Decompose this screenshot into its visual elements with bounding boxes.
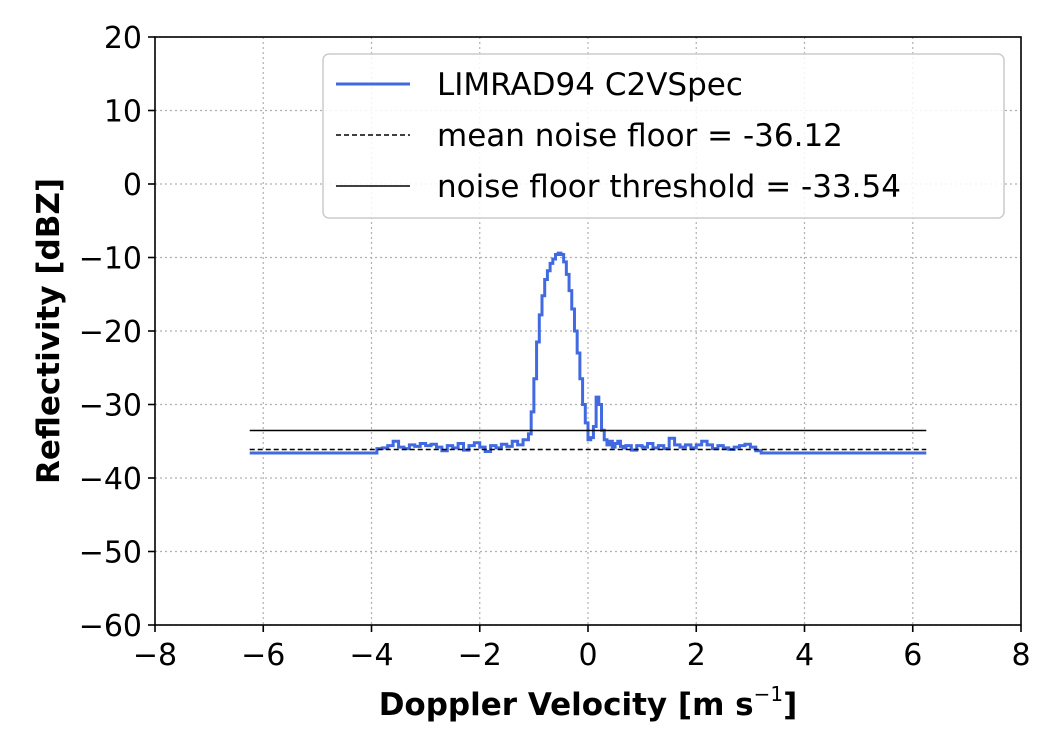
y-tick-label: −20 bbox=[79, 315, 142, 350]
x-tick-label: −2 bbox=[458, 638, 502, 673]
x-tick-label: 0 bbox=[578, 638, 597, 673]
plot-series bbox=[249, 251, 927, 455]
legend-entry-2: mean noise floor = -36.12 bbox=[437, 118, 843, 154]
y-tick-label: −60 bbox=[79, 609, 142, 644]
y-tick-label: −40 bbox=[79, 462, 142, 497]
x-tick-label: 8 bbox=[1011, 638, 1030, 673]
y-tick-label: −10 bbox=[79, 242, 142, 277]
legend-entry-3: noise floor threshold = -33.54 bbox=[437, 169, 901, 205]
y-tick-label: 0 bbox=[123, 168, 142, 203]
y-axis-label: Reflectivity [dBZ] bbox=[31, 178, 67, 484]
legend-entry-1: LIMRAD94 C2VSpec bbox=[437, 67, 743, 103]
x-tick-label: 6 bbox=[903, 638, 922, 673]
x-tick-label: −4 bbox=[349, 638, 393, 673]
y-tick-label: −30 bbox=[79, 389, 142, 424]
series-line-1 bbox=[249, 251, 927, 455]
y-tick-label: −50 bbox=[79, 536, 142, 571]
x-axis-label: Doppler Velocity [m s−1] bbox=[379, 682, 798, 723]
x-tick-label: −8 bbox=[133, 638, 177, 673]
legend-box bbox=[322, 53, 1005, 219]
legend: LIMRAD94 C2VSpec mean noise floor = -36.1… bbox=[322, 53, 1005, 219]
x-tick-label: −6 bbox=[241, 638, 285, 673]
x-tick-label: 4 bbox=[795, 638, 814, 673]
y-tick-label: 20 bbox=[104, 21, 142, 56]
y-tick-label: 10 bbox=[104, 95, 142, 130]
x-tick-label: 2 bbox=[687, 638, 706, 673]
